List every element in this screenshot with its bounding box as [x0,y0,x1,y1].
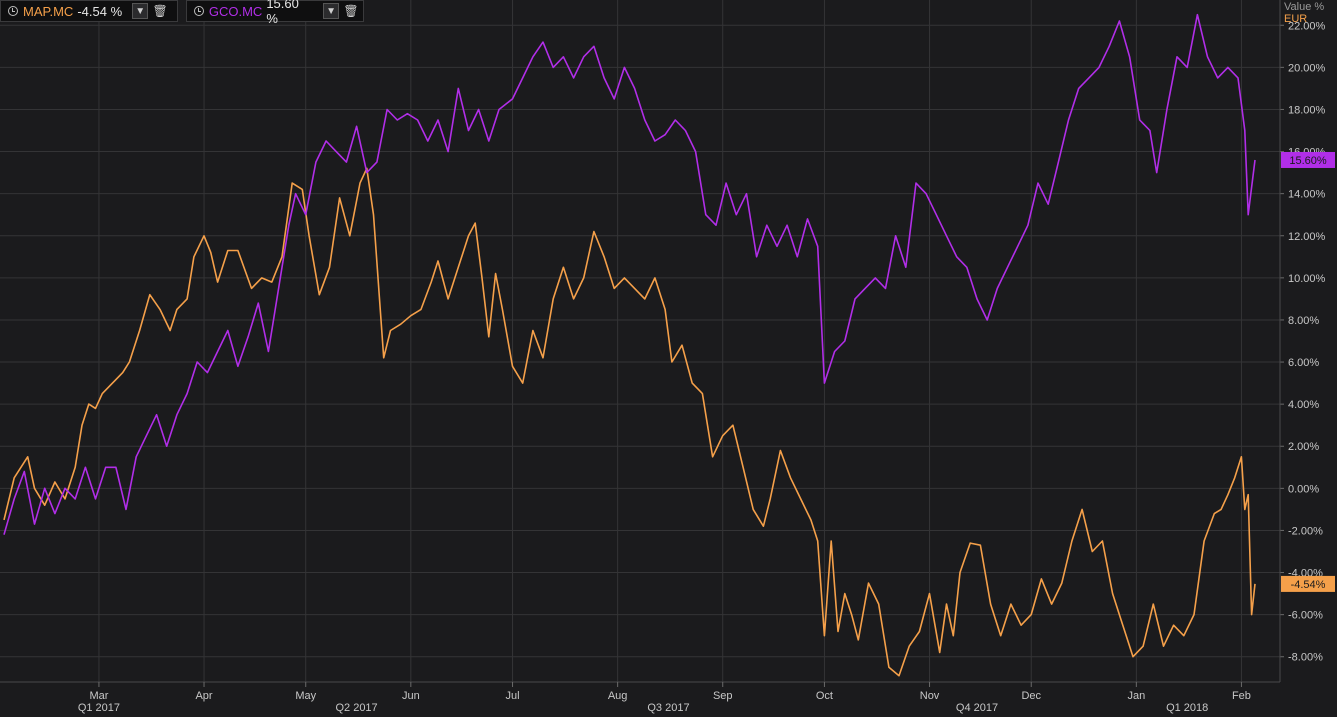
value-unit-label: Value % [1284,1,1325,13]
x-tick-label: Jul [506,690,520,702]
x-tick-label: Jan [1127,690,1145,702]
x-tick-label: Oct [816,690,833,702]
x-tick-label: May [295,690,316,702]
y-tick-label: 20.00% [1288,62,1326,74]
chevron-down-icon[interactable]: ▼ [323,3,339,19]
quarter-label: Q1 2018 [1166,702,1208,714]
currency-label: EUR [1284,13,1308,25]
y-tick-label: 6.00% [1288,357,1319,369]
legend-item-gco[interactable]: GCO.MC 15.60 % ▼ 🗑 [186,0,364,26]
y-tick-label: 4.00% [1288,399,1319,411]
chart-series [3,13,1256,677]
legend-value: -4.54 % [77,3,123,19]
y-tick-label: 22.00% [1288,20,1326,32]
y-tick-label: 12.00% [1288,231,1326,243]
legend-item-map[interactable]: MAP.MC -4.54 % ▼ 🗑 [0,0,178,22]
x-tick-label: Aug [608,690,628,702]
y-tick-label: -6.00% [1288,610,1323,622]
x-axis: Mar Apr May Jun Jul Aug Sep Oct Nov Dec Jan Feb Q1 2… [0,681,1280,714]
trash-icon[interactable]: 🗑 [152,4,168,18]
x-tick-label: Jun [402,690,420,702]
y-tick-label: 18.00% [1288,104,1326,116]
y-axis: 22.00%20.00%18.00%16.00%14.00%12.00%10.0… [1279,0,1335,682]
y-tick-label: 10.00% [1288,273,1326,285]
series-line-gco-mc [3,13,1256,535]
x-tick-label: Mar [89,690,108,702]
chevron-down-icon[interactable]: ▼ [132,3,149,19]
y-tick-label: 14.00% [1288,189,1326,201]
last-value-label: -4.54% [1291,579,1326,591]
y-tick-label: 2.00% [1288,441,1319,453]
y-tick-label: 0.00% [1288,483,1319,495]
series-line-map-mc [3,167,1256,677]
legend-symbol: GCO.MC [208,3,263,19]
last-value-label: 15.60% [1289,155,1327,167]
x-tick-label: Apr [195,690,212,702]
x-tick-label: Nov [920,690,940,702]
x-tick-label: Sep [713,690,733,702]
trash-icon[interactable]: 🗑 [343,4,359,18]
y-tick-label: -2.00% [1288,525,1323,537]
x-tick-label: Feb [1232,690,1251,702]
legend-symbol: MAP.MC [23,3,74,19]
legend-value: 15.60 % [266,0,299,26]
y-tick-label: -8.00% [1288,652,1323,664]
chart-grid [0,0,1280,682]
last-value-tag [1281,575,1335,592]
last-value-tag [1281,151,1335,168]
quarter-label: Q2 2017 [335,702,377,714]
y-tick-label: 8.00% [1288,315,1319,327]
quarter-label: Q1 2017 [78,702,120,714]
clock-icon [194,6,204,16]
x-tick-label: Dec [1021,690,1041,702]
quarter-label: Q4 2017 [956,702,998,714]
clock-icon [8,6,18,16]
quarter-label: Q3 2017 [647,702,689,714]
